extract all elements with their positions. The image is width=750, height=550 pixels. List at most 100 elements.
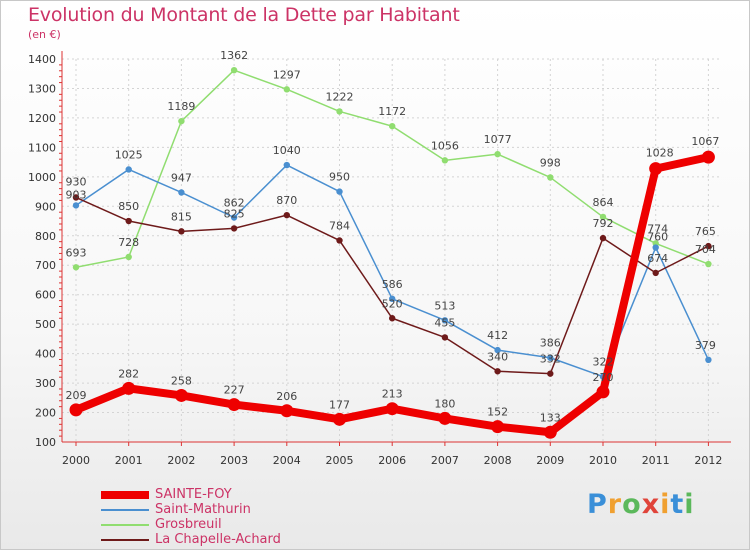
data-label: 792 [593, 217, 614, 230]
data-point [333, 412, 346, 426]
data-point [336, 237, 343, 244]
logo-letter: P [587, 489, 608, 520]
data-label: 760 [647, 231, 668, 244]
data-label: 322 [593, 356, 614, 369]
data-label: 1025 [115, 148, 143, 161]
data-point [494, 150, 501, 158]
x-tick-label: 2003 [220, 454, 248, 467]
x-axis-ticks: 2000 2001 2002 2003 2004 2005 2006 2007 2008 2009… [62, 454, 722, 467]
data-label: 1222 [326, 90, 354, 103]
data-point [547, 354, 554, 361]
data-point [125, 253, 132, 261]
y-tick-label: 100 [35, 436, 56, 449]
data-label: 674 [647, 252, 668, 265]
data-point [72, 194, 80, 201]
data-label: 784 [329, 219, 350, 232]
logo-letter: i [684, 489, 695, 520]
data-label: 815 [171, 210, 192, 223]
data-point [389, 295, 396, 303]
data-point [705, 260, 712, 268]
data-label: 412 [487, 329, 508, 342]
data-point [230, 66, 238, 74]
data-point [336, 188, 343, 195]
data-point [336, 108, 343, 115]
data-point [494, 346, 501, 354]
data-label: 586 [382, 278, 403, 291]
data-label: 152 [487, 406, 508, 419]
x-tick-label: 2008 [484, 454, 512, 467]
data-point [283, 86, 290, 93]
data-point [599, 213, 607, 221]
x-tick-label: 2000 [62, 454, 90, 467]
legend-label: La Chapelle-Achard [155, 532, 281, 547]
data-label: 386 [540, 337, 561, 350]
data-label: 947 [171, 171, 192, 184]
data-point [178, 117, 185, 125]
data-point [230, 214, 238, 221]
data-label: 379 [695, 339, 716, 352]
y-tick-label: 200 [35, 407, 56, 420]
legend-swatch [101, 523, 149, 526]
data-label: 340 [487, 350, 508, 363]
data-label: 213 [382, 388, 403, 401]
y-tick-label: 600 [35, 289, 56, 302]
data-label: 1028 [646, 147, 674, 160]
legend-item-sainte-foy: SAINTE-FOY [101, 487, 281, 502]
data-point [543, 425, 557, 439]
data-point [227, 398, 241, 412]
data-label: 1067 [691, 135, 719, 148]
legend-label: Saint-Mathurin [155, 502, 251, 517]
data-point [547, 174, 554, 181]
y-tick-label: 1200 [28, 112, 56, 125]
x-tick-label: 2009 [536, 454, 564, 467]
data-point [441, 317, 449, 324]
data-label: 270 [593, 371, 614, 384]
y-tick-label: 400 [35, 348, 56, 361]
x-tick-label: 2007 [431, 454, 459, 467]
data-point [389, 122, 396, 130]
chart-subtitle: (en €) [28, 28, 61, 41]
data-label: 209 [66, 389, 87, 402]
data-label: 177 [329, 398, 350, 411]
data-label: 206 [276, 390, 297, 403]
x-tick-label: 2001 [115, 454, 143, 467]
data-point [652, 269, 659, 277]
x-tick-label: 2006 [378, 454, 406, 467]
data-label: 1056 [431, 139, 459, 152]
data-point [72, 264, 80, 271]
data-label: 180 [434, 397, 455, 410]
data-label: 998 [540, 156, 561, 169]
data-label: 332 [540, 353, 561, 366]
data-point [494, 368, 501, 375]
x-tick-label: 2012 [694, 454, 722, 467]
data-label: 513 [434, 299, 455, 312]
y-tick-label: 1400 [28, 53, 56, 66]
data-point [72, 202, 80, 209]
legend-label: Grosbreuil [155, 517, 222, 532]
y-tick-label: 900 [35, 200, 56, 213]
legend-item-grosbreuil: Grosbreuil [101, 517, 281, 532]
y-tick-label: 700 [35, 259, 56, 272]
x-tick-label: 2010 [589, 454, 617, 467]
data-label: 227 [224, 384, 245, 397]
data-label: 903 [66, 188, 87, 201]
data-point [283, 211, 290, 219]
data-label: 133 [540, 411, 561, 424]
data-point [174, 388, 188, 402]
data-point [385, 402, 399, 416]
data-label: 862 [224, 197, 245, 210]
data-label: 1077 [484, 133, 512, 146]
x-tick-label: 2011 [642, 454, 670, 467]
data-point [705, 242, 712, 250]
y-tick-label: 1000 [28, 171, 56, 184]
data-point [652, 244, 659, 251]
data-label: 825 [224, 207, 245, 220]
data-point [649, 162, 663, 176]
chart-title: Evolution du Montant de la Dette par Hab… [28, 4, 460, 26]
data-label: 1172 [378, 105, 406, 118]
data-point [599, 234, 607, 242]
y-axis-ticks: 100 200 300 400 500 600 700 800 900 1000 1100 1200 1… [28, 53, 56, 449]
data-point [178, 228, 185, 235]
y-tick-label: 300 [35, 377, 56, 390]
data-point [178, 189, 185, 196]
